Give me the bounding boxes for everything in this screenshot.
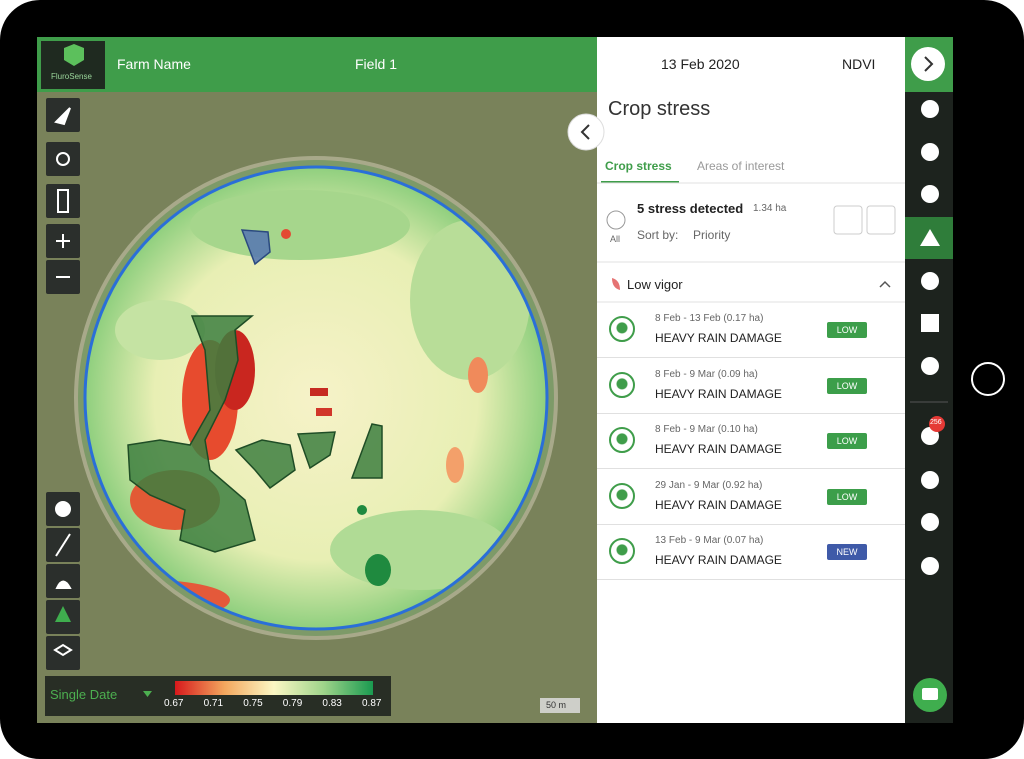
brand: FluroSense xyxy=(51,72,92,81)
stress-dates[interactable]: 8 Feb - 9 Mar (0.09 ha) xyxy=(655,368,758,380)
divider xyxy=(597,579,905,580)
legend-tick: 0.79 xyxy=(282,698,303,709)
stress-count: 5 stress detected xyxy=(637,201,744,216)
rain-icon xyxy=(609,371,635,398)
rain-icon xyxy=(609,482,635,509)
stress-badge: NEW xyxy=(827,544,867,560)
stress-title[interactable]: HEAVY RAIN DAMAGE xyxy=(655,386,782,401)
stress-title[interactable]: HEAVY RAIN DAMAGE xyxy=(655,497,782,512)
field-select[interactable]: Field 1 xyxy=(355,56,398,72)
layer-select[interactable]: NDVI xyxy=(842,56,876,72)
divider xyxy=(597,468,905,469)
date-select[interactable]: 13 Feb 2020 xyxy=(661,56,740,72)
select-all[interactable]: All xyxy=(610,234,621,244)
sort-label: Sort by: xyxy=(637,228,679,242)
farm-select[interactable]: Farm Name xyxy=(117,56,191,72)
stress-dates[interactable]: 29 Jan - 9 Mar (0.92 ha) xyxy=(655,479,763,491)
sidebar-icons xyxy=(920,100,940,575)
rain-icon xyxy=(609,427,635,453)
legend-tick: 0.71 xyxy=(203,698,224,709)
group-title[interactable]: Low vigor xyxy=(627,277,683,292)
notification-count: 256 xyxy=(930,419,942,426)
stress-dates[interactable]: 8 Feb - 9 Mar (0.10 ha) xyxy=(655,424,758,435)
rain-icon xyxy=(609,538,635,564)
stress-title[interactable]: HEAVY RAIN DAMAGE xyxy=(655,331,782,345)
stress-zones xyxy=(127,229,383,553)
stress-badge: LOW xyxy=(827,322,867,338)
tab[interactable]: Crop stress xyxy=(605,159,672,173)
divider xyxy=(597,523,905,525)
stress-title[interactable]: HEAVY RAIN DAMAGE xyxy=(655,442,782,456)
divider xyxy=(597,357,905,358)
stress-badge: LOW xyxy=(827,488,867,505)
panel-title: Crop stress xyxy=(608,98,711,120)
divider xyxy=(597,412,905,414)
map-tools xyxy=(46,98,80,670)
tab[interactable]: Areas of interest xyxy=(697,159,785,173)
stress-dates[interactable]: 13 Feb - 9 Mar (0.07 ha) xyxy=(655,535,764,546)
sort-value[interactable]: Priority xyxy=(693,228,731,242)
stress-badge: LOW xyxy=(827,433,867,449)
stress-title[interactable]: HEAVY RAIN DAMAGE xyxy=(655,553,782,567)
stress-badge: LOW xyxy=(827,377,867,394)
legend-tick: 0.83 xyxy=(322,698,342,709)
legend-tick: 0.67 xyxy=(164,698,184,709)
legend-tick: 0.75 xyxy=(243,698,263,709)
scale-bar: 50 m xyxy=(546,700,567,710)
rain-icon xyxy=(609,316,635,342)
legend-tick: 0.87 xyxy=(362,698,382,709)
stress-dates[interactable]: 8 Feb - 13 Feb (0.17 ha) xyxy=(655,313,764,324)
legend-mode[interactable]: Single Date xyxy=(50,687,118,702)
stress-area: 1.34 ha xyxy=(753,203,787,214)
